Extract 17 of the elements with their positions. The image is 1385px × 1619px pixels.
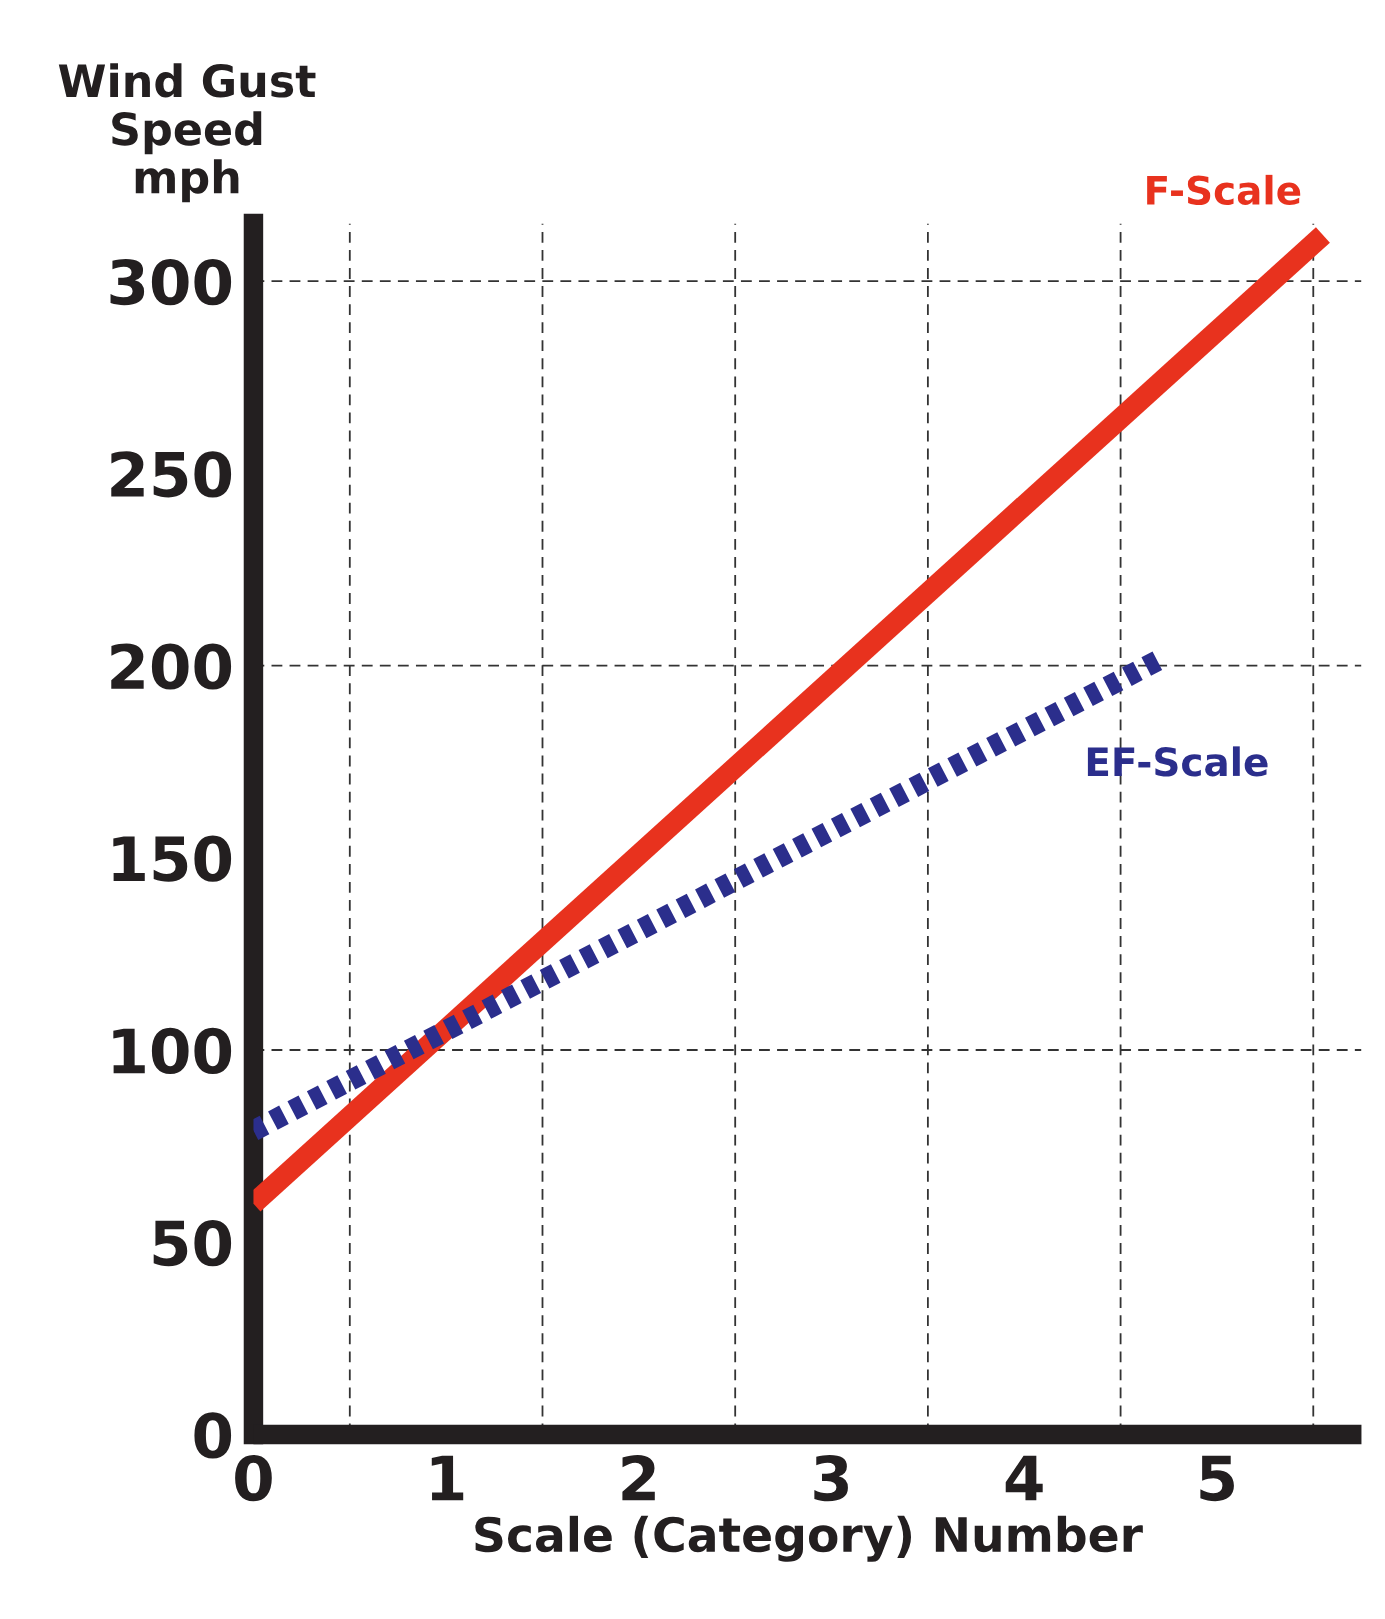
y-tick-label: 200 <box>111 643 232 690</box>
y-tick-label: 50 <box>153 1220 232 1267</box>
y-tick-label: 300 <box>110 258 232 306</box>
y-axis-title: Wind Gust Speed mph <box>58 63 316 203</box>
y-tick-label: 150 <box>113 835 232 882</box>
series-label: F-Scale <box>1147 174 1301 205</box>
x-tick-label: 1 <box>431 1455 464 1501</box>
x-tick-label: 5 <box>1200 1455 1234 1502</box>
x-tick-label: 3 <box>814 1454 848 1502</box>
x-tick-label: 4 <box>1005 1455 1043 1501</box>
x-tick-label: 0 <box>235 1454 272 1502</box>
x-tick-label: 2 <box>622 1454 655 1501</box>
series-label: EF-Scale <box>1087 746 1268 777</box>
y-tick-label: 100 <box>113 1027 232 1075</box>
y-tick-label: 250 <box>111 451 232 498</box>
y-tick-label: 0 <box>194 1412 232 1459</box>
x-axis-title: Scale (Category) Number <box>475 1515 1143 1562</box>
